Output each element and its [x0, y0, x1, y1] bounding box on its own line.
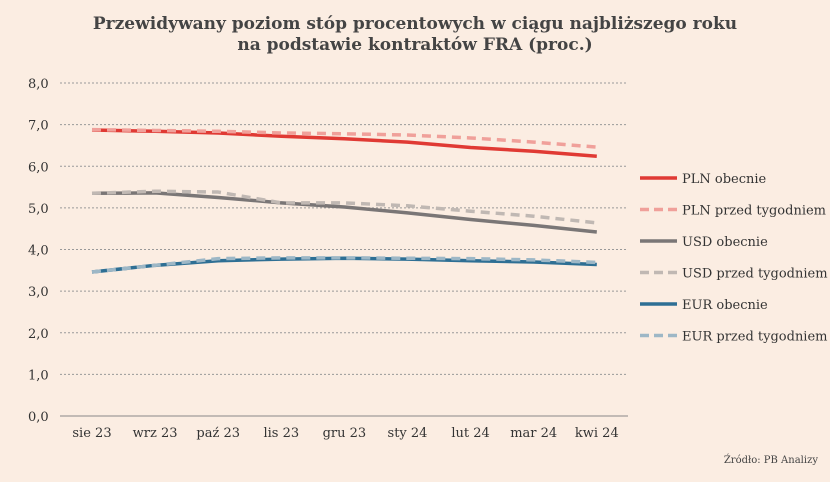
legend-label: USD przed tygodniem — [682, 267, 828, 282]
chart-title: Przewidywany poziom stóp procentowych w … — [0, 14, 830, 56]
y-tick-label: 7,0 — [28, 119, 49, 134]
series-line-eur-obecnie — [91, 256, 597, 274]
legend-label: EUR przed tygodniem — [682, 330, 828, 345]
x-tick-label: kwi 24 — [575, 426, 619, 441]
y-tick-label: 8,0 — [28, 77, 49, 92]
legend-label: PLN przed tygodniem — [682, 204, 826, 219]
y-tick-label: 0,0 — [28, 410, 49, 425]
title-line-2: na podstawie kontraktów FRA (proc.) — [237, 35, 593, 55]
series-line-usd-obecnie — [91, 191, 597, 234]
x-tick-label: lut 24 — [451, 426, 489, 441]
x-tick-label: gru 23 — [323, 426, 367, 441]
y-tick-label: 2,0 — [28, 327, 49, 342]
x-tick-label: sty 24 — [388, 426, 428, 441]
series-line-pln-przed-tygodniem — [91, 127, 597, 149]
x-tick-label: lis 23 — [263, 426, 299, 441]
legend-label: USD obecnie — [682, 235, 768, 250]
x-tick-label: paź 23 — [196, 426, 240, 441]
y-tick-label: 1,0 — [28, 368, 49, 383]
x-tick-label: mar 24 — [510, 426, 557, 441]
legend-label: EUR obecnie — [682, 298, 768, 313]
series-line-usd-przed-tygodniem — [91, 189, 597, 225]
y-tick-label: 6,0 — [28, 160, 49, 175]
title-line-1: Przewidywany poziom stóp procentowych w … — [92, 14, 738, 34]
series-line-eur-przed-tygodniem — [91, 256, 597, 274]
source-note: Źródło: PB Analizy — [723, 455, 818, 466]
series-line-pln-obecnie — [91, 128, 597, 159]
y-tick-label: 5,0 — [28, 202, 49, 217]
x-tick-label: sie 23 — [72, 426, 111, 441]
x-tick-label: wrz 23 — [133, 426, 178, 441]
legend-label: PLN obecnie — [682, 172, 767, 187]
y-tick-label: 4,0 — [28, 244, 49, 259]
y-tick-label: 3,0 — [28, 285, 49, 300]
